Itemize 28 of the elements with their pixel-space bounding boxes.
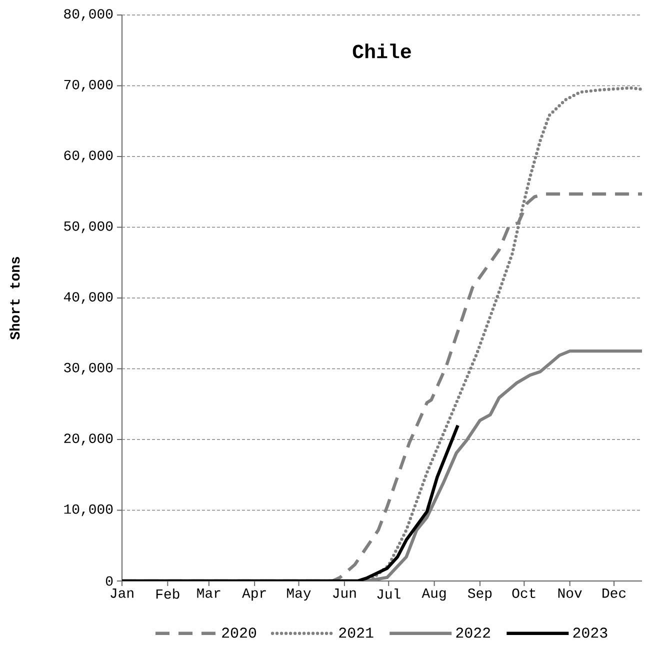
y-tick-label: 40,000 [64,292,113,304]
y-tick-label: 80,000 [64,9,113,21]
x-tick-label: Jun [333,588,356,598]
x-tick-label: Nov [558,588,582,598]
legend-label: 2020 [222,628,256,638]
x-tick-label: Mar [197,588,220,598]
legend-label: 2023 [573,628,608,638]
y-tick-label: 30,000 [64,362,113,375]
x-tick-label: Jan [110,588,134,598]
y-tick-label: 20,000 [64,434,113,446]
legend-label: 2021 [339,628,374,638]
y-tick-label: 10,000 [64,504,113,516]
line-series [122,424,460,581]
y-tick-label: 70,000 [64,80,113,92]
x-tick-label: Aug [422,588,446,601]
x-tick-label: Apr [242,588,266,601]
x-tick-label: May [287,588,311,601]
y-tick-label: 60,000 [64,150,113,162]
text: Chile [352,44,411,58]
x-tick-label: Jul [377,588,400,599]
y-axis-title: Short tons [9,257,20,340]
x-tick-label: Dec [602,588,626,598]
x-tick-label: Feb [156,588,180,599]
legend-label: 2022 [456,628,490,638]
y-tick-label: 50,000 [64,221,113,234]
x-tick-label: Oct [512,588,536,598]
y-tick-label: 0 [106,576,113,586]
x-tick-label: Sep [468,588,492,601]
